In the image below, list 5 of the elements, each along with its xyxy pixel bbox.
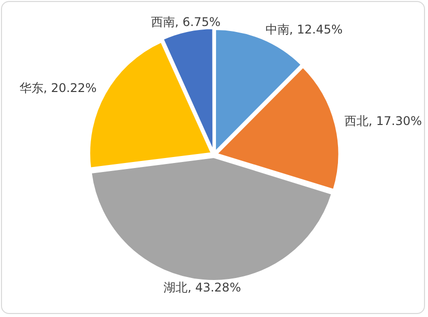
slice-label: 西南, 6.75% xyxy=(150,15,221,30)
slice-label: 西北, 17.30% xyxy=(344,114,422,128)
slice-label: 华东, 20.22% xyxy=(19,80,97,95)
slice-label: 湖北, 43.28% xyxy=(164,280,241,295)
slice-label: 中南, 12.45% xyxy=(265,22,343,36)
